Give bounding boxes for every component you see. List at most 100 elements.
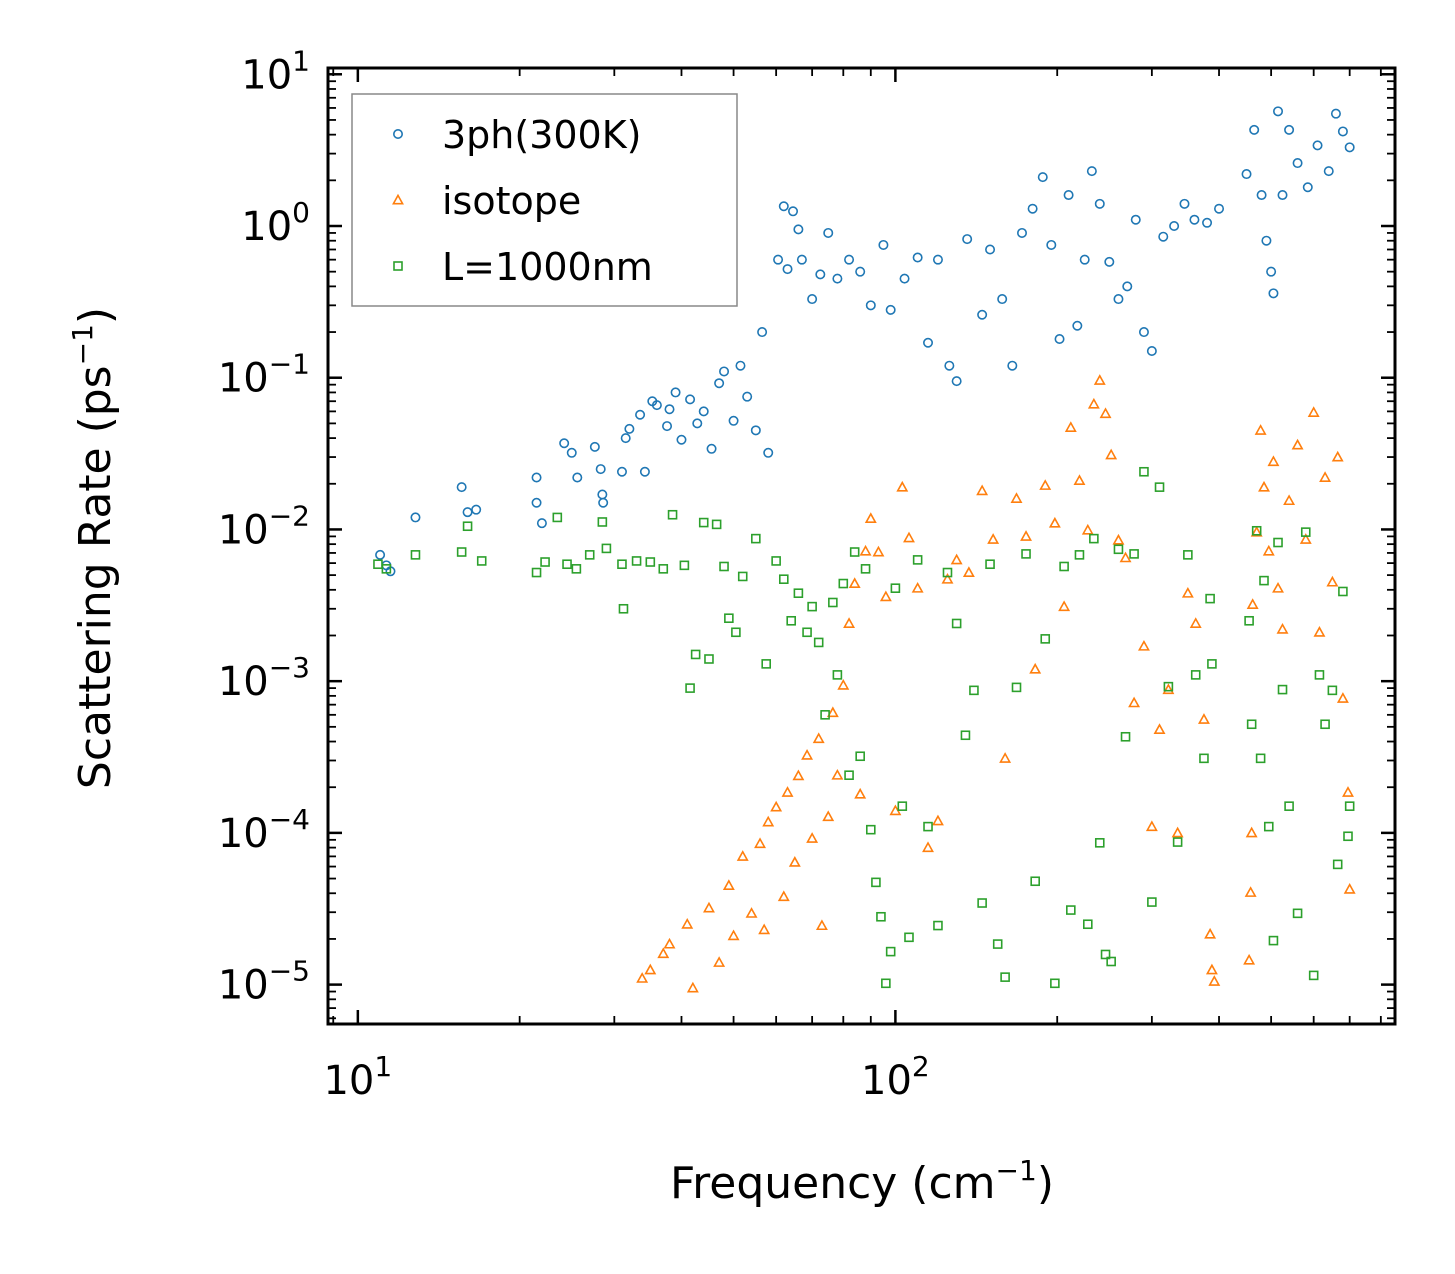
data-point <box>1058 600 1071 612</box>
data-point <box>1082 919 1093 930</box>
legend-label: L=1000nm <box>442 245 653 289</box>
data-point <box>664 404 675 415</box>
data-point <box>1172 837 1183 847</box>
data-point <box>758 923 771 935</box>
data-point <box>1139 466 1149 477</box>
data-point <box>820 710 830 720</box>
legend-marker <box>392 193 404 205</box>
data-point <box>1246 598 1259 610</box>
data-point <box>854 787 867 799</box>
data-point <box>1249 124 1260 135</box>
data-point <box>540 557 550 567</box>
data-point <box>1337 126 1348 137</box>
data-point <box>410 512 421 523</box>
data-point <box>912 555 923 565</box>
data-point <box>832 273 843 284</box>
data-point <box>911 581 924 593</box>
data-point <box>763 447 774 458</box>
data-point <box>1000 972 1010 982</box>
y-tick-label: 100 <box>241 196 310 250</box>
data-point <box>552 512 563 523</box>
data-point <box>1020 530 1032 541</box>
data-point <box>1343 831 1353 842</box>
data-point <box>1030 876 1040 887</box>
data-point <box>1245 826 1258 838</box>
y-tick-exp: 1 <box>292 44 310 77</box>
data-point <box>1169 221 1180 232</box>
y-tick-base: 10 <box>218 811 269 857</box>
data-point <box>572 472 583 483</box>
data-point <box>670 387 681 398</box>
data-point <box>381 564 392 574</box>
data-point <box>813 637 824 648</box>
data-point <box>1064 421 1077 432</box>
data-point <box>757 327 768 338</box>
data-point <box>872 545 885 557</box>
data-point <box>1183 550 1193 560</box>
data-point <box>1342 786 1354 797</box>
y-tick-exp: −1 <box>269 348 310 381</box>
data-point <box>1171 826 1184 838</box>
data-point <box>1244 615 1254 626</box>
data-point <box>531 472 542 483</box>
data-point <box>1214 203 1225 214</box>
data-point <box>801 748 814 760</box>
data-point <box>663 937 676 949</box>
data-point <box>896 480 909 492</box>
x-tick-exp: 2 <box>912 1050 930 1083</box>
data-point <box>977 898 987 908</box>
data-point <box>786 615 797 626</box>
y-tick-base: 10 <box>218 356 269 402</box>
data-point <box>1246 719 1257 730</box>
data-point <box>1130 214 1141 225</box>
data-point <box>456 547 467 557</box>
data-point <box>796 254 807 265</box>
data-point <box>1277 190 1288 201</box>
data-point <box>881 978 891 989</box>
data-point <box>651 400 662 411</box>
data-point <box>1205 963 1218 975</box>
data-point <box>566 447 577 458</box>
data-point <box>1059 561 1069 572</box>
data-point <box>1089 533 1099 544</box>
data-point <box>685 394 696 405</box>
legend-box <box>351 93 738 307</box>
data-point <box>1292 158 1303 169</box>
data-point <box>1344 142 1355 153</box>
data-point <box>832 670 843 680</box>
data-point <box>788 206 799 217</box>
data-point <box>985 244 996 255</box>
data-point <box>985 559 995 570</box>
data-point <box>815 269 826 280</box>
data-point <box>1079 254 1090 265</box>
data-point <box>531 567 542 578</box>
data-point <box>976 484 989 496</box>
data-point <box>838 578 849 589</box>
data-point <box>1330 108 1341 119</box>
data-point <box>1010 492 1023 503</box>
data-point <box>859 544 872 556</box>
data-point <box>624 423 635 434</box>
data-point <box>1256 190 1267 201</box>
data-point <box>1268 935 1279 946</box>
data-point <box>727 929 740 941</box>
data-point <box>1147 897 1157 907</box>
data-point <box>807 294 818 305</box>
data-point <box>812 732 825 744</box>
data-point <box>1050 978 1060 989</box>
data-point <box>476 556 487 566</box>
data-point <box>667 509 678 520</box>
data-point <box>714 378 725 389</box>
data-point <box>1327 685 1338 696</box>
data-point <box>941 572 954 584</box>
data-point <box>844 254 855 265</box>
y-tick-label: 10−2 <box>218 499 310 553</box>
y-tick-exp: 0 <box>292 196 310 229</box>
data-point <box>1266 266 1277 277</box>
data-point <box>706 443 717 454</box>
data-point <box>1273 106 1284 117</box>
data-point <box>618 603 629 614</box>
data-point <box>904 932 914 943</box>
data-point <box>876 911 886 922</box>
y-tick-base: 10 <box>218 963 269 1009</box>
